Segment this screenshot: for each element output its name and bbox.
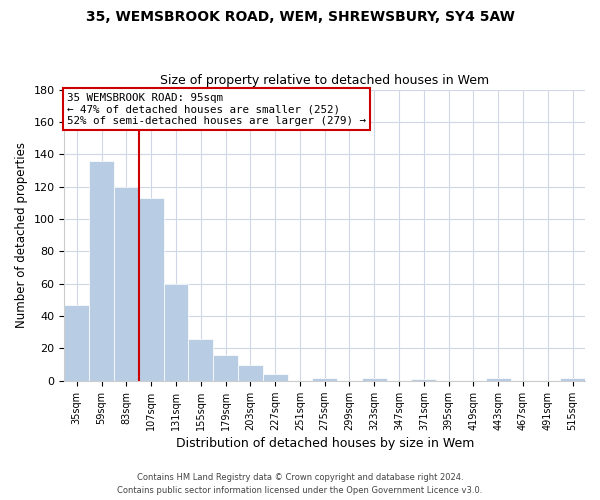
Y-axis label: Number of detached properties: Number of detached properties bbox=[15, 142, 28, 328]
Text: 35 WEMSBROOK ROAD: 95sqm
← 47% of detached houses are smaller (252)
52% of semi-: 35 WEMSBROOK ROAD: 95sqm ← 47% of detach… bbox=[67, 93, 366, 126]
X-axis label: Distribution of detached houses by size in Wem: Distribution of detached houses by size … bbox=[176, 437, 474, 450]
Bar bbox=[89, 161, 114, 381]
Text: Contains HM Land Registry data © Crown copyright and database right 2024.
Contai: Contains HM Land Registry data © Crown c… bbox=[118, 474, 482, 495]
Bar bbox=[362, 378, 386, 381]
Bar bbox=[164, 284, 188, 381]
Bar bbox=[139, 198, 164, 381]
Bar bbox=[412, 379, 436, 381]
Bar bbox=[238, 364, 263, 381]
Bar bbox=[64, 305, 89, 381]
Bar bbox=[114, 186, 139, 381]
Title: Size of property relative to detached houses in Wem: Size of property relative to detached ho… bbox=[160, 74, 489, 87]
Bar bbox=[213, 355, 238, 381]
Text: 35, WEMSBROOK ROAD, WEM, SHREWSBURY, SY4 5AW: 35, WEMSBROOK ROAD, WEM, SHREWSBURY, SY4… bbox=[86, 10, 514, 24]
Bar bbox=[263, 374, 287, 381]
Bar bbox=[313, 378, 337, 381]
Bar bbox=[560, 378, 585, 381]
Bar bbox=[486, 378, 511, 381]
Bar bbox=[188, 339, 213, 381]
